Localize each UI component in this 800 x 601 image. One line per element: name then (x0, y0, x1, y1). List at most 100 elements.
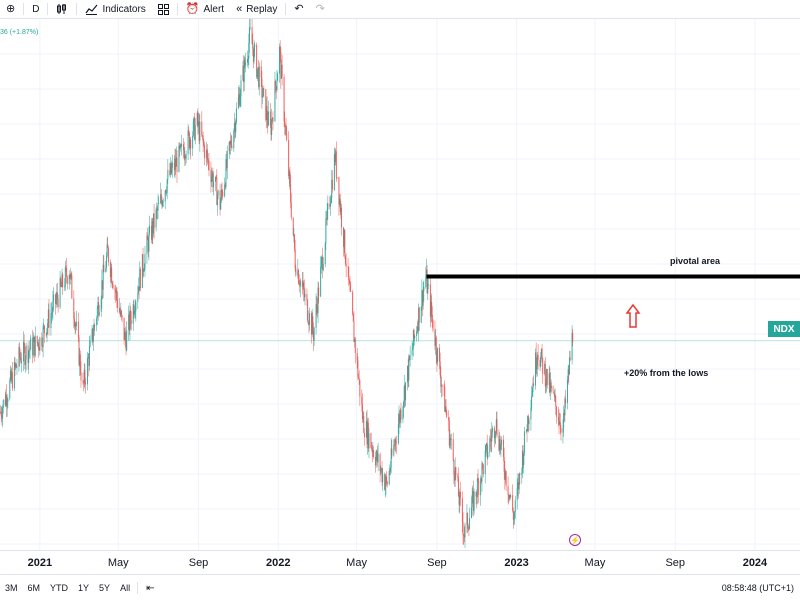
candle-body (385, 476, 387, 485)
candle-body (489, 438, 491, 453)
candle-body (417, 326, 419, 331)
candle-body (294, 234, 296, 250)
candle-body (143, 271, 145, 272)
candle-body (9, 380, 11, 399)
candle-body (331, 179, 333, 198)
add-symbol-button[interactable]: ⊕ (0, 0, 21, 18)
candle-body (504, 471, 506, 480)
candle-body (196, 112, 198, 126)
time-axis[interactable]: 2021 May Sep 2022 May Sep 2023 May Sep 2024 (0, 550, 800, 575)
candle-body (265, 89, 267, 121)
top-toolbar: ⊕ D Indicators ⏰ Alert « Replay (0, 0, 800, 19)
range-5y[interactable]: 5Y (99, 583, 111, 593)
redo-button[interactable]: ↷ (310, 0, 331, 18)
candle-body (397, 424, 399, 444)
candle-body (88, 346, 90, 366)
candle-body (403, 386, 405, 402)
candle-body (358, 378, 360, 380)
indicators-label: Indicators (102, 3, 146, 15)
candle-body (88, 357, 90, 366)
range-6m[interactable]: 6M (27, 583, 41, 593)
templates-button[interactable] (152, 0, 175, 18)
candle-body (80, 371, 82, 381)
candle-body (469, 518, 471, 529)
candle-body (472, 490, 474, 511)
candle-body (377, 454, 379, 463)
candle-body (70, 273, 72, 279)
candle-body (123, 317, 125, 340)
candle-body (207, 160, 209, 162)
candle-body (164, 190, 166, 202)
indicators-button[interactable]: Indicators (79, 0, 151, 18)
range-ytd[interactable]: YTD (50, 583, 69, 593)
lightning-icon[interactable]: ⚡ (569, 534, 581, 546)
candle-body (179, 145, 181, 150)
candle-body (437, 347, 439, 363)
candle-body (354, 338, 356, 354)
candle-body (426, 269, 428, 294)
candle-body (82, 380, 84, 382)
price-chart[interactable] (0, 16, 800, 550)
candle-body (133, 304, 135, 315)
candle-body (114, 288, 116, 291)
chart-area[interactable] (0, 16, 800, 550)
candle-body (175, 158, 177, 167)
candle-body (463, 534, 465, 536)
candle-body (407, 366, 409, 381)
candle-body (4, 399, 6, 406)
range-3m[interactable]: 3M (5, 583, 18, 593)
interval-button[interactable]: D (26, 0, 45, 18)
date-range-icon[interactable]: ⇤ (146, 582, 155, 594)
candle-body (560, 428, 562, 433)
chart-type-button[interactable] (50, 0, 74, 18)
candle-body (508, 494, 510, 500)
candle-body (326, 209, 328, 220)
candle-body (572, 332, 574, 343)
candle-body (343, 227, 345, 247)
candle-body (235, 108, 237, 123)
candle-body (445, 406, 447, 412)
candle-body (431, 301, 433, 315)
candle-body (137, 286, 139, 294)
candle-body (395, 442, 397, 444)
candle-body (389, 471, 391, 472)
candle-body (10, 370, 12, 381)
candle-body (553, 392, 555, 397)
candle-body (188, 132, 190, 148)
candle-body (344, 256, 346, 264)
candle-body (28, 350, 30, 352)
candle-body (110, 267, 112, 277)
candle-body (473, 491, 475, 511)
candle-body (169, 163, 171, 175)
candle-body (315, 304, 317, 328)
candle-body (436, 355, 438, 363)
candle-body (142, 254, 144, 272)
candle-body (568, 357, 570, 375)
candle-body (215, 176, 217, 182)
candle-body (279, 46, 281, 74)
candle-body (471, 494, 473, 508)
candle-body (192, 121, 194, 136)
candle-body (495, 419, 497, 431)
candle-body (380, 469, 382, 472)
candle-body (391, 448, 393, 456)
candle-body (256, 44, 258, 78)
time-tick-label: 2021 (27, 557, 53, 569)
undo-button[interactable]: ↶ (288, 0, 309, 18)
candle-body (490, 440, 492, 442)
candle-body (124, 331, 126, 340)
candle-body (532, 383, 534, 393)
candle-body (47, 309, 49, 324)
candle-body (24, 359, 26, 366)
candle-body (222, 191, 224, 197)
candle-body (399, 409, 401, 422)
replay-button[interactable]: « Replay (230, 0, 283, 18)
symbol-price-label: NDX (768, 321, 800, 337)
candle-body (361, 404, 363, 419)
candle-body (225, 159, 227, 187)
candle-body (448, 420, 450, 446)
range-1y[interactable]: 1Y (78, 583, 90, 593)
alert-button[interactable]: ⏰ Alert (180, 0, 230, 18)
candle-body (422, 290, 424, 306)
range-all[interactable]: All (120, 583, 131, 593)
